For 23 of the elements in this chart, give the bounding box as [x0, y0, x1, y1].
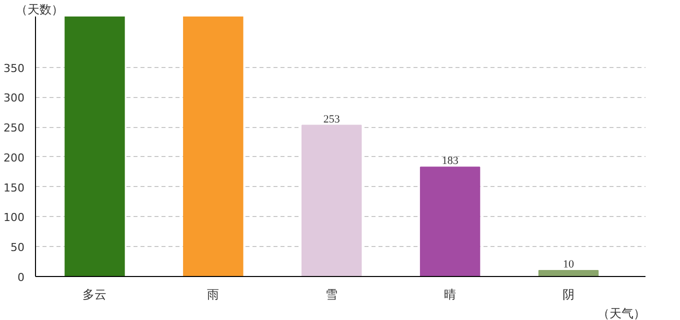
- bar: [302, 124, 362, 276]
- y-axis-title: （天数）: [16, 2, 64, 16]
- y-tick-label: 100: [4, 211, 25, 224]
- x-tick-label: 雪: [326, 288, 338, 302]
- bar: [64, 16, 125, 276]
- y-tick-label: 250: [4, 122, 25, 135]
- x-tick-label: 晴: [444, 288, 456, 302]
- y-tick-label: 150: [4, 181, 25, 194]
- x-tick-label: 阴: [562, 288, 575, 302]
- x-axis-title: （天气）: [598, 306, 646, 320]
- y-tick-label: 0: [18, 271, 24, 284]
- bar: [420, 166, 480, 276]
- data-label: 183: [442, 155, 459, 168]
- data-label: 10: [563, 258, 575, 271]
- data-label: 253: [323, 113, 340, 126]
- bar: [538, 270, 599, 276]
- y-tick-label: 350: [4, 62, 25, 75]
- x-tick-label: 雨: [207, 288, 220, 302]
- x-tick-label: 多云: [82, 288, 107, 302]
- y-tick-label: 200: [4, 151, 25, 164]
- bar: [183, 16, 244, 276]
- y-tick-label: 300: [4, 92, 25, 105]
- y-tick-label: 50: [10, 241, 25, 254]
